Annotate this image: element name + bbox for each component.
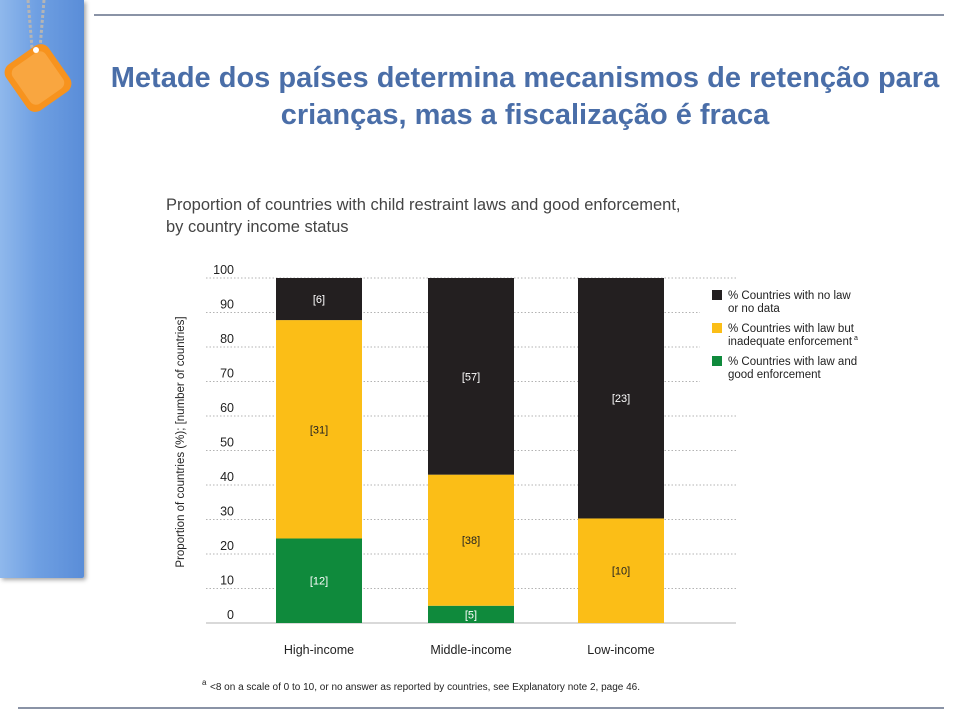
stacked-bar-chart: Proportion of countries with child restr… bbox=[166, 196, 876, 693]
bottom-divider bbox=[18, 707, 944, 709]
chart-title-line2: by country income status bbox=[166, 218, 349, 236]
bar-data-label: [57] bbox=[462, 371, 480, 383]
y-tick-label: 10 bbox=[220, 574, 234, 588]
bar-segment bbox=[578, 278, 664, 519]
legend-swatch bbox=[712, 290, 722, 300]
bar-data-label: [10] bbox=[612, 566, 630, 578]
y-tick-label: 80 bbox=[220, 332, 234, 346]
bar-segment bbox=[578, 518, 664, 623]
bar-data-label: [31] bbox=[310, 424, 328, 436]
slide-title: Metade dos países determina mecanismos d… bbox=[110, 62, 940, 131]
legend-swatch bbox=[712, 356, 722, 366]
y-tick-label: 60 bbox=[220, 401, 234, 415]
bar-data-label: [5] bbox=[465, 609, 477, 621]
legend-label: inadequate enforcement bbox=[728, 336, 853, 348]
bar-segment bbox=[276, 278, 362, 321]
bar-data-label: [12] bbox=[310, 576, 328, 588]
bar-segment bbox=[276, 538, 362, 623]
x-tick-label: Low-income bbox=[587, 643, 654, 657]
bar-segment bbox=[276, 320, 362, 539]
y-tick-label: 90 bbox=[220, 298, 234, 312]
footnote-marker: a bbox=[202, 678, 207, 687]
chart-footnote: <8 on a scale of 0 to 10, or no answer a… bbox=[210, 682, 640, 693]
y-tick-label: 50 bbox=[220, 436, 234, 450]
x-tick-label: High-income bbox=[284, 643, 354, 657]
legend-swatch bbox=[712, 323, 722, 333]
bar-segment bbox=[428, 278, 514, 475]
y-tick-label: 30 bbox=[220, 505, 234, 519]
legend-background bbox=[700, 280, 876, 390]
legend-footnote-marker: a bbox=[854, 335, 858, 342]
y-tick-label: 20 bbox=[220, 539, 234, 553]
bar-data-label: [23] bbox=[612, 393, 630, 405]
legend-label: good enforcement bbox=[728, 369, 822, 381]
bar-data-label: [38] bbox=[462, 535, 480, 547]
legend-label: % Countries with law and bbox=[728, 356, 857, 368]
bar-data-label: [6] bbox=[313, 294, 325, 306]
y-tick-label: 100 bbox=[213, 263, 234, 277]
y-tick-label: 0 bbox=[227, 608, 234, 622]
campaign-badge-icon bbox=[4, 0, 72, 112]
legend-label: % Countries with no law bbox=[728, 290, 851, 302]
y-tick-label: 40 bbox=[220, 470, 234, 484]
bar-segment bbox=[428, 605, 514, 623]
chart-title: Proportion of countries with child restr… bbox=[166, 196, 681, 214]
legend-label: % Countries with law but bbox=[728, 323, 855, 335]
y-axis-label: Proportion of countries (%); [number of … bbox=[175, 316, 187, 567]
top-divider bbox=[94, 14, 944, 16]
bar-segment bbox=[428, 474, 514, 606]
x-tick-label: Middle-income bbox=[430, 643, 511, 657]
legend-label: or no data bbox=[728, 303, 780, 315]
y-tick-label: 70 bbox=[220, 367, 234, 381]
